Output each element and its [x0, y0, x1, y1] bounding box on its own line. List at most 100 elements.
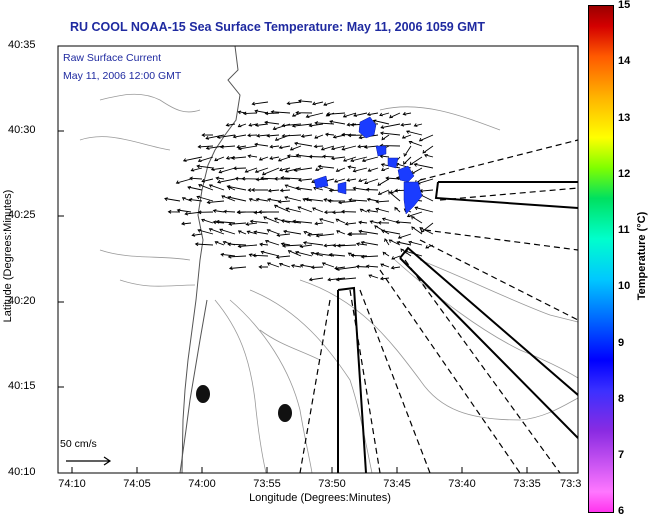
current-vector [289, 145, 302, 151]
current-vector [394, 206, 401, 213]
coastline [179, 46, 241, 473]
current-vector [228, 266, 247, 271]
current-vector [348, 198, 368, 202]
current-vector [401, 134, 412, 139]
current-vector [335, 167, 346, 172]
current-vector [237, 145, 258, 151]
current-vector [196, 164, 214, 169]
current-vector [388, 239, 401, 246]
current-vector [327, 199, 346, 203]
current-vector [324, 132, 335, 137]
current-vector [406, 211, 423, 218]
current-vector [254, 123, 269, 127]
colorbar-tick: 7 [618, 449, 625, 461]
current-vector [377, 220, 390, 225]
sst-patches [313, 116, 423, 215]
current-vector [323, 210, 335, 215]
current-vector [366, 112, 379, 117]
current-vector [280, 242, 291, 247]
current-vector [379, 131, 401, 136]
current-vector [424, 153, 434, 158]
current-vector [258, 265, 269, 269]
scale-label: 50 cm/s [60, 438, 97, 450]
current-vector [329, 120, 346, 125]
current-vector [403, 156, 412, 165]
current-vector [391, 255, 401, 260]
x-tick: 73:3 [560, 478, 582, 490]
current-vector [201, 218, 214, 224]
current-vector [420, 222, 434, 233]
current-vector [342, 112, 357, 118]
current-vector [291, 112, 302, 117]
current-vector [237, 230, 247, 235]
current-vector [308, 277, 324, 282]
current-vector [358, 220, 368, 225]
current-vector [245, 222, 258, 226]
current-vector [346, 178, 357, 182]
current-vector [228, 222, 247, 226]
current-vectors [164, 99, 434, 282]
current-vector [237, 244, 258, 249]
current-vector [358, 229, 379, 235]
colorbar-tick: 12 [618, 168, 631, 180]
current-vector [291, 123, 313, 128]
current-vector [334, 178, 346, 183]
current-vector [189, 176, 203, 181]
current-vector [254, 167, 269, 173]
current-vector [366, 197, 379, 202]
current-vector [284, 167, 302, 173]
current-vector [194, 242, 214, 247]
current-vector [278, 145, 291, 150]
current-vector [368, 274, 379, 279]
current-vector [252, 253, 269, 258]
colorbar-tick: 10 [618, 280, 631, 292]
current-vector [181, 197, 192, 202]
current-vector [280, 175, 302, 180]
current-vector [230, 156, 247, 160]
current-vector [248, 123, 258, 127]
current-vector [361, 156, 379, 162]
current-vector [292, 219, 313, 224]
current-vector [352, 167, 368, 173]
current-vector [408, 240, 423, 246]
x-tick: 74:10 [58, 478, 86, 490]
current-vector [294, 141, 313, 147]
current-vector [281, 123, 302, 128]
current-vector [197, 229, 214, 235]
current-vector [214, 241, 225, 246]
current-vector [267, 197, 280, 202]
scale-arrow [66, 456, 112, 466]
current-vector [295, 110, 313, 115]
current-vector [328, 252, 346, 257]
current-vector [164, 197, 181, 202]
current-vector [205, 134, 225, 140]
current-vector [254, 142, 269, 147]
x-tick: 74:00 [188, 478, 216, 490]
current-vector [236, 210, 258, 214]
y-tick: 40:25 [8, 209, 36, 221]
current-vector [319, 218, 335, 224]
colorbar-tick: 11 [618, 224, 630, 236]
current-vector [266, 229, 280, 235]
station-dot [278, 404, 292, 422]
current-vector [219, 228, 236, 235]
current-vector [310, 265, 324, 270]
current-vector [263, 216, 280, 224]
current-vector [294, 251, 313, 257]
current-vector [343, 156, 357, 162]
current-vector [297, 206, 313, 213]
current-vector [251, 101, 269, 106]
plot-frame [57, 45, 579, 474]
current-vector [201, 178, 214, 183]
current-vector [312, 101, 324, 106]
current-vector [419, 188, 434, 193]
current-vector [299, 263, 313, 268]
current-vector [411, 215, 423, 224]
current-vector [290, 264, 302, 268]
colorbar-tick: 6 [618, 505, 625, 517]
current-vector [381, 229, 401, 235]
current-vector [221, 195, 236, 202]
x-tick: 74:05 [123, 478, 151, 490]
current-vector [327, 277, 346, 282]
